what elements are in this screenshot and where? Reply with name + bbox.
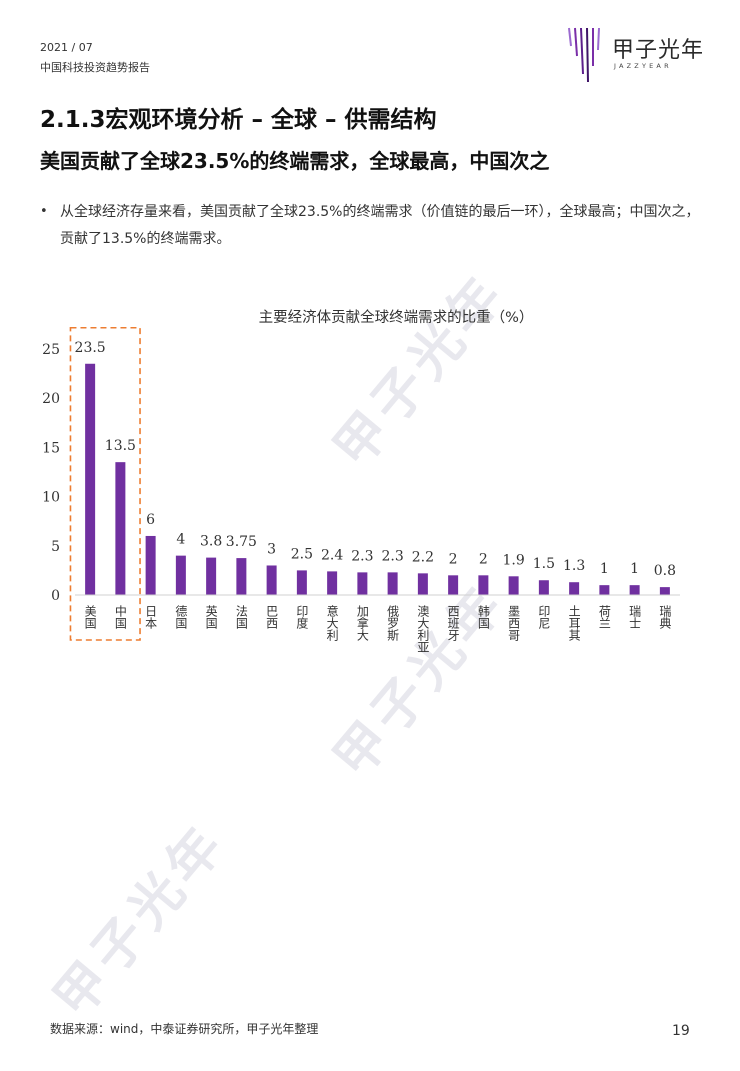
x-tick-label: 瑞典 (658, 605, 672, 629)
bar (599, 585, 610, 595)
x-tick-label: 加拿大 (355, 605, 369, 641)
bar (387, 572, 398, 595)
report-date: 2021 / 07 (40, 41, 93, 54)
data-label: 3 (267, 541, 276, 557)
data-labels: 23.5 13.5 6 4 3.8 3.75 3 2.5 2.4 2.3 2.3 2.2 2 2 1.9 1.… (75, 340, 676, 579)
bar (478, 575, 489, 595)
y-tick-label: 15 (42, 440, 60, 456)
x-tick-label: 日本 (144, 605, 158, 630)
bar (145, 535, 156, 595)
x-tick-label: 巴西 (265, 605, 279, 629)
bar (417, 573, 428, 595)
y-tick-label: 10 (42, 490, 60, 506)
bar (236, 558, 247, 595)
page-number: 19 (672, 1023, 690, 1039)
data-label: 2 (449, 551, 458, 567)
x-tick-label: 中国 (113, 604, 127, 629)
x-tick-label: 俄罗斯 (386, 605, 400, 642)
data-label: 2.3 (351, 548, 373, 564)
data-label: 13.5 (105, 438, 136, 454)
x-tick-label: 荷兰 (597, 605, 611, 629)
bar (508, 576, 519, 595)
x-tick-label: 意大利 (325, 604, 339, 641)
bar (296, 570, 307, 595)
summary-paragraph: 从全球经济存量来看，美国贡献了全球23.5%的终端需求（价值链的最后一环），全球… (60, 204, 700, 247)
bar (115, 462, 126, 595)
logo-english-name: JAZZYEAR (614, 62, 672, 70)
data-label: 2.5 (291, 546, 313, 562)
data-source: 数据来源：wind，中泰证券研究所，甲子光年整理 (50, 1022, 319, 1036)
data-label: 2.3 (381, 548, 403, 564)
data-label: 23.5 (75, 340, 106, 356)
data-label: 3.75 (226, 534, 257, 550)
bar (659, 587, 670, 595)
x-axis: 美国 中国 日本 德国 英国 法国 巴西 印度 意大利 加拿大 俄罗斯 澳大利亚 西班牙 韩国 墨西哥 印尼土… (69, 326, 680, 653)
chart-title: 主要经济体贡献全球终端需求的比重（%） (259, 308, 534, 326)
x-tick-label: 法国 (234, 605, 248, 629)
x-tick-label: 德国 (174, 604, 188, 629)
data-label: 1.3 (563, 558, 585, 574)
highlight-box (69, 326, 141, 641)
bar (448, 575, 459, 595)
y-tick-label: 0 (51, 588, 60, 604)
x-tick-label: 英国 (204, 605, 218, 629)
x-tick-label: 瑞士 (628, 605, 642, 629)
data-label: 1 (630, 561, 639, 577)
bar (538, 580, 549, 595)
y-tick-label: 20 (42, 391, 60, 407)
bar (327, 571, 338, 595)
data-label: 2.4 (321, 547, 343, 563)
data-label: 2 (479, 551, 488, 567)
data-label: 4 (176, 532, 185, 548)
report-name: 中国科技投资趋势报告 (40, 61, 150, 74)
x-tick-label: 土耳其 (567, 605, 581, 641)
bar (206, 557, 217, 595)
y-tick-label: 5 (51, 539, 60, 555)
bars (85, 363, 670, 595)
x-tick-label: 西班牙 (446, 605, 460, 641)
bar (175, 555, 186, 595)
bar (569, 582, 580, 595)
bar (357, 572, 368, 595)
x-tick-label: 印尼 (537, 605, 551, 629)
bar (266, 565, 277, 595)
data-label: 1.9 (502, 552, 524, 568)
x-tick-label: 美国 (83, 605, 97, 629)
bar (629, 585, 640, 595)
data-label: 1.5 (533, 556, 555, 572)
x-tick-label: 印度 (295, 605, 309, 629)
logo-chinese-name: 甲子光年 (612, 38, 705, 63)
data-label: 0.8 (654, 563, 676, 579)
logo-mark-icon (568, 27, 600, 83)
jazzyear-logo: 甲子光年 JAZZYEAR (566, 26, 716, 86)
bullet-marker: • (40, 204, 48, 219)
y-tick-label: 25 (42, 342, 60, 358)
bar (85, 363, 96, 595)
section-title: 2.1.3宏观环境分析 – 全球 – 供需结构 (40, 107, 437, 133)
data-label: 2.2 (412, 549, 434, 565)
data-label: 6 (146, 512, 155, 528)
data-label: 3.8 (200, 534, 222, 550)
x-tick-label: 墨西哥 (507, 605, 521, 641)
headline: 美国贡献了全球23.5%的终端需求，全球最高，中国次之 (40, 149, 550, 173)
x-tick-label: 韩国 (476, 604, 490, 629)
data-label: 1 (600, 561, 609, 577)
x-tick-label: 澳大利亚 (416, 605, 430, 653)
y-axis: 0 5 10 15 20 25 (42, 342, 60, 604)
